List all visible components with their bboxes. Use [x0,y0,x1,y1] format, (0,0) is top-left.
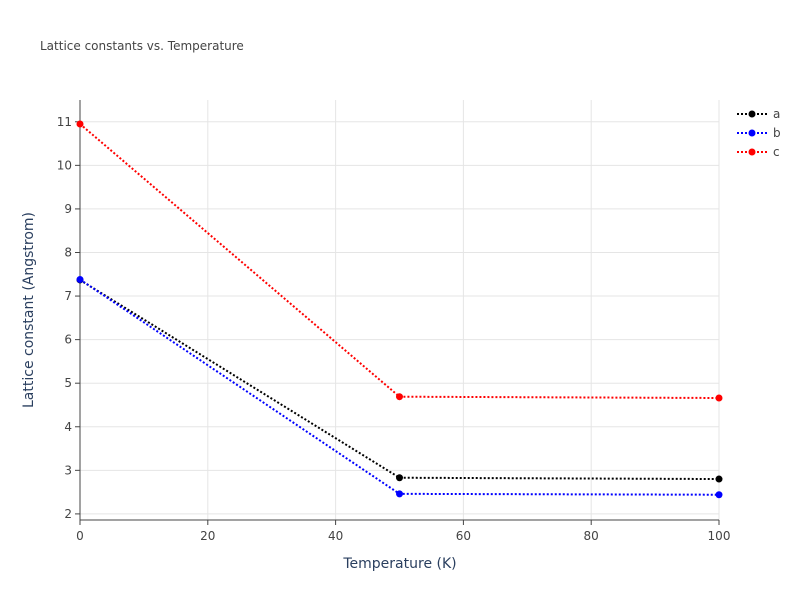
x-tick-label: 40 [328,529,343,543]
legend-marker [748,110,756,118]
legend-label: c [773,145,780,159]
legend-label: a [773,107,780,121]
x-tick-label: 20 [200,529,215,543]
x-axis-title: Temperature (K) [342,556,456,572]
y-tick-label: 2 [64,507,72,521]
point [715,394,723,402]
y-tick-label: 9 [64,202,72,216]
y-tick-label: 5 [64,376,72,390]
point [396,490,403,498]
point [76,276,84,284]
legend-label: b [773,126,781,140]
x-tick-label: 0 [76,529,84,543]
point [715,475,723,483]
point [715,491,723,499]
y-axis-title: Lattice constant (Angstrom) [21,212,37,408]
y-tick-label: 4 [64,420,72,434]
point [396,393,403,401]
y-tick-label: 7 [64,289,72,303]
series-line [79,278,720,496]
x-tick-label: 60 [456,529,471,543]
y-tick-label: 8 [64,245,72,259]
chart-title: Lattice constants vs. Temperature [40,39,244,53]
series-line [79,279,720,481]
y-tick-label: 10 [57,158,72,172]
x-tick-label: 80 [584,529,599,543]
legend-marker [748,129,756,137]
point [76,120,84,128]
point [396,474,403,482]
y-tick-label: 11 [57,115,72,129]
y-tick-label: 6 [64,333,72,347]
x-tick-label: 100 [708,529,731,543]
y-tick-label: 3 [64,463,72,477]
legend-marker [748,148,756,156]
